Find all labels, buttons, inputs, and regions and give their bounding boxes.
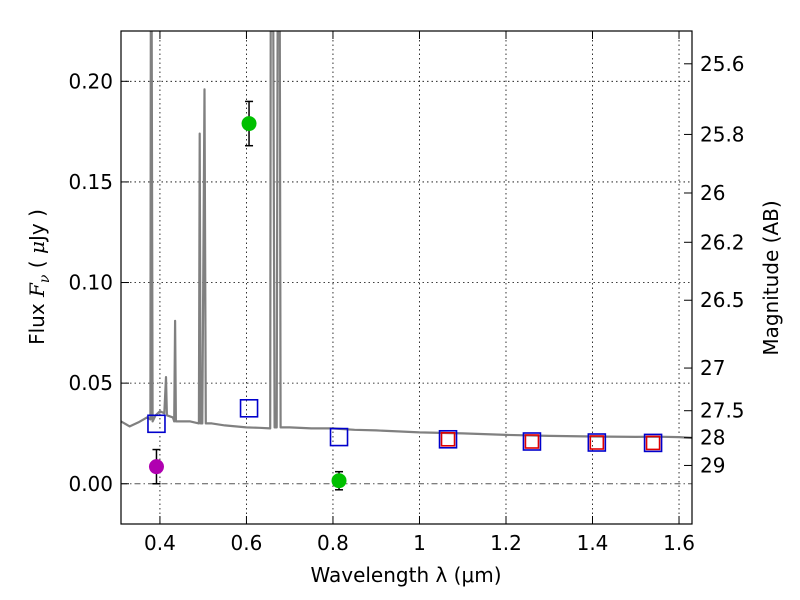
y-tick-label: 0.20 — [68, 69, 113, 93]
x-tick-label: 1.6 — [663, 531, 695, 555]
model-marker-2-5 — [587, 433, 607, 452]
model-marker-2-1 — [239, 398, 259, 418]
x-tick-label: 1.4 — [577, 531, 609, 555]
y2-tick-label: 29 — [700, 453, 725, 477]
model-marker-2-2 — [329, 427, 349, 447]
x-tick-label: 1 — [413, 531, 426, 555]
y2-tick-label: 26.2 — [700, 230, 745, 254]
plot-frame — [120, 30, 693, 525]
y2-tick-label: 27.5 — [700, 399, 745, 423]
model-marker-2-0 — [147, 414, 166, 434]
data-point-1-0 — [148, 459, 164, 475]
y2-tick-label: 26.5 — [700, 288, 745, 312]
y2-tick-label: 26 — [700, 181, 725, 205]
data-point-0-1 — [331, 473, 347, 489]
y-axis-title-mu: μ — [25, 241, 49, 254]
model-marker-3-2 — [589, 435, 605, 450]
model-marker-3-0 — [440, 431, 456, 447]
y-tick-label: 0.15 — [68, 170, 113, 194]
x-axis-title: Wavelength λ (μm) — [310, 563, 501, 587]
y2-axis-title: Magnitude (AB) — [759, 200, 783, 355]
x-tick-label: 1.2 — [490, 531, 522, 555]
axes-layer: 0.4 0.6 0.8 1 1.2 1.4 1.6 0.00 0.05 0.10 0.15 0.20 2… — [68, 30, 745, 555]
y-tick-label: 0.05 — [68, 371, 113, 395]
y-axis-title-prefix: Flux — [25, 297, 49, 345]
y-tick-label: 0.10 — [68, 271, 113, 295]
model-marker-2-4 — [522, 432, 542, 451]
points-layer — [147, 100, 663, 491]
y-axis-title-open: ( — [25, 254, 49, 275]
y2-tick-label: 27 — [700, 356, 725, 380]
y-tick-label: 0.00 — [68, 472, 113, 496]
model-marker-2-3 — [438, 429, 458, 449]
model-marker-2-6 — [643, 433, 663, 453]
y-axis-title-symbol: F — [25, 282, 49, 298]
model-marker-3-3 — [645, 435, 661, 451]
model-spectrum-line — [121, 31, 692, 439]
y2-tick-label: 28 — [700, 426, 725, 450]
spectrum-layer — [121, 31, 692, 439]
data-point-0-0 — [241, 116, 257, 132]
y-axis-title-unit: Jy ) — [25, 209, 49, 243]
y-axis-title: Flux Fν ( μJy ) — [25, 209, 53, 345]
grid-layer — [121, 31, 692, 524]
y2-tick-label: 25.6 — [700, 52, 745, 76]
model-marker-3-1 — [524, 434, 540, 449]
y-axis-title-subscript: ν — [37, 274, 53, 283]
x-tick-label: 0.6 — [231, 531, 263, 555]
x-tick-label: 0.8 — [317, 531, 349, 555]
x-tick-label: 0.4 — [144, 531, 176, 555]
y2-tick-label: 25.8 — [700, 122, 745, 146]
